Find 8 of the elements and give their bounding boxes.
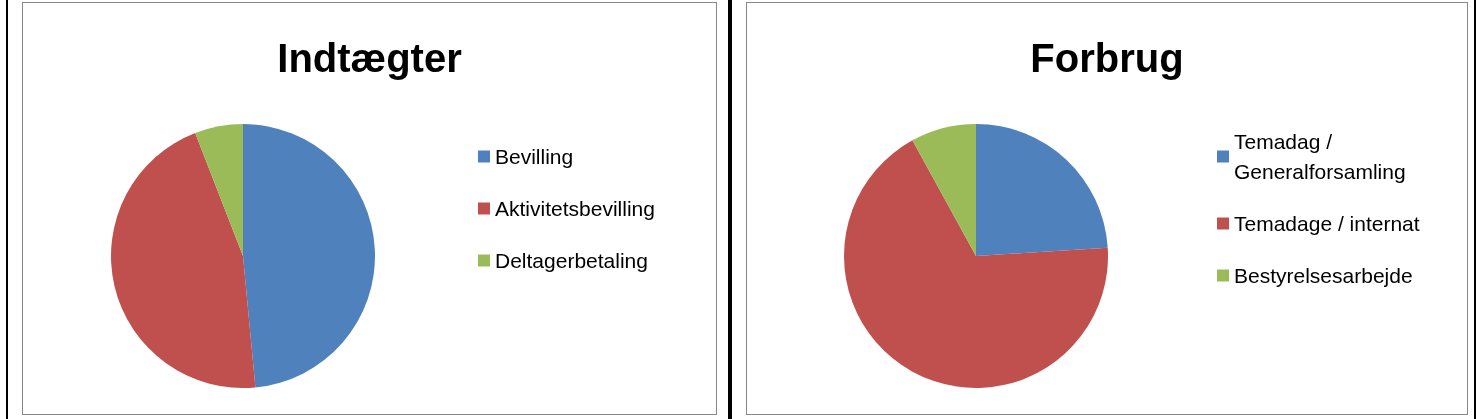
- legend-label: Temadage / internat: [1234, 212, 1420, 235]
- chart-title: Forbrug: [1030, 36, 1184, 80]
- legend-label: Aktivitetsbevilling: [495, 197, 655, 220]
- legend-label: Deltagerbetaling: [495, 249, 648, 272]
- legend-label: Temadag / Generalforsamling: [1234, 130, 1406, 183]
- chart-title: Indtægter: [277, 36, 462, 80]
- legend-label: Bestyrelsesarbejde: [1234, 264, 1413, 287]
- legend-label: Bevilling: [495, 145, 574, 168]
